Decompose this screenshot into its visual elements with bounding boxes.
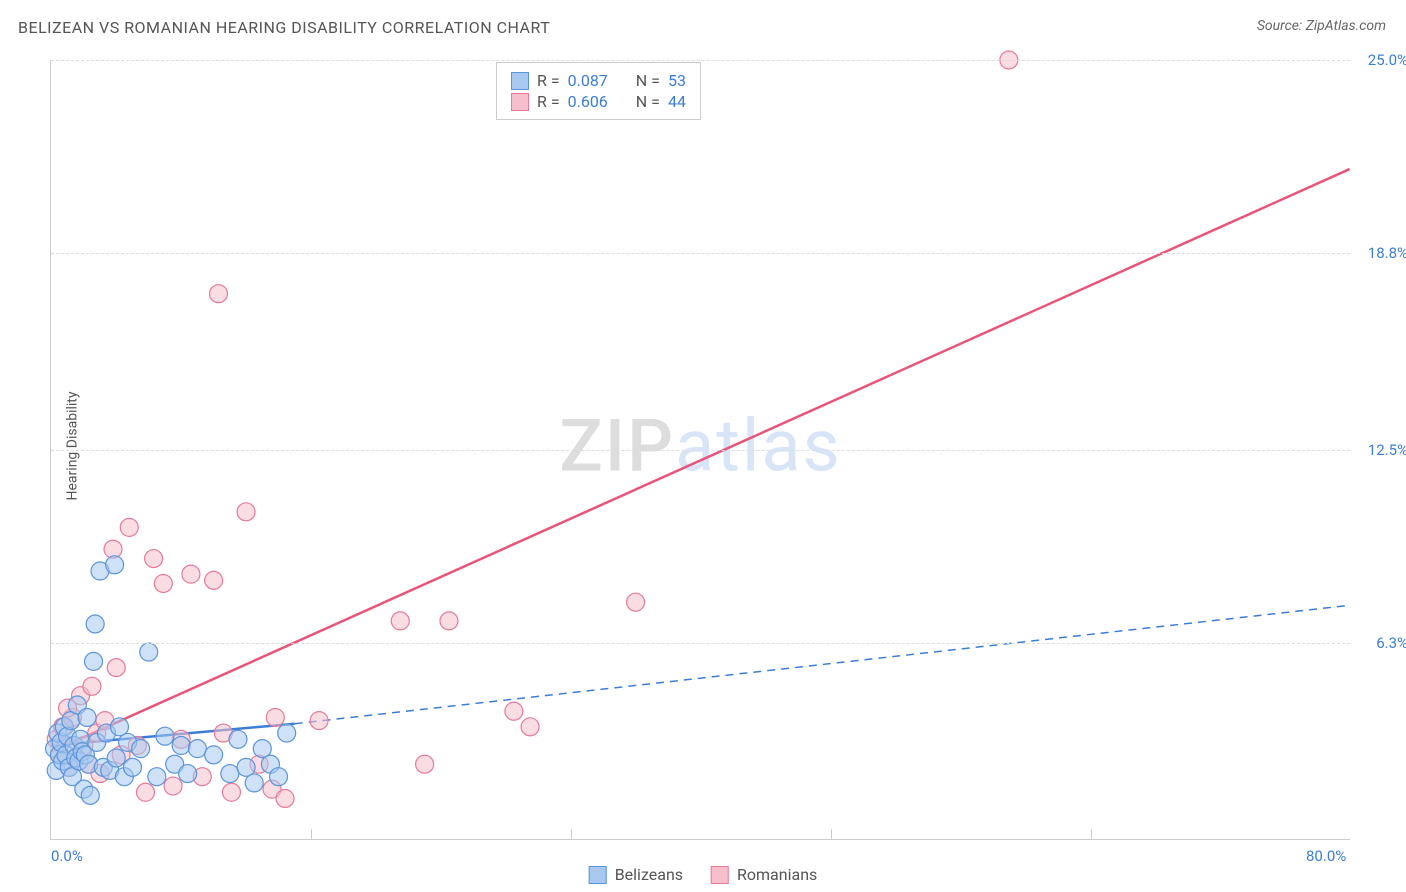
swatch-romanian-legend bbox=[711, 866, 729, 884]
chart-container: BELIZEAN VS ROMANIAN HEARING DISABILITY … bbox=[0, 0, 1406, 892]
stat-r-label: R = bbox=[537, 71, 560, 90]
stats-box: R = 0.087 N = 53 R = 0.606 N = 44 bbox=[496, 62, 701, 120]
stat-r-label: R = bbox=[537, 92, 560, 111]
swatch-belizean bbox=[511, 72, 529, 90]
legend-label: Romanians bbox=[737, 865, 817, 884]
y-tick-label: 6.3% bbox=[1376, 634, 1406, 652]
legend-label: Belizeans bbox=[615, 865, 683, 884]
stat-n-value: 53 bbox=[668, 71, 686, 90]
stat-r-value: 0.606 bbox=[568, 92, 608, 111]
stat-n-label: N = bbox=[636, 92, 660, 111]
x-tick-label: 80.0% bbox=[1306, 847, 1346, 865]
x-tick bbox=[1091, 829, 1092, 839]
gridline-h bbox=[51, 643, 1350, 644]
swatch-belizean-legend bbox=[589, 866, 607, 884]
x-tick bbox=[311, 829, 312, 839]
gridline-h bbox=[51, 253, 1350, 254]
stat-n-label: N = bbox=[636, 71, 660, 90]
gridline-h bbox=[51, 450, 1350, 451]
y-tick-label: 18.8% bbox=[1368, 244, 1406, 262]
legend-item-belizean: Belizeans bbox=[589, 865, 683, 884]
plot-area: ZIPatlas R = 0.087 N = 53 R = 0.606 N = … bbox=[50, 60, 1350, 840]
x-tick bbox=[571, 829, 572, 839]
stats-row-romanian: R = 0.606 N = 44 bbox=[511, 92, 686, 111]
y-tick-label: 25.0% bbox=[1368, 51, 1406, 69]
bottom-legend: Belizeans Romanians bbox=[589, 865, 818, 884]
x-tick bbox=[831, 829, 832, 839]
chart-title: BELIZEAN VS ROMANIAN HEARING DISABILITY … bbox=[18, 18, 550, 37]
stat-r-value: 0.087 bbox=[568, 71, 608, 90]
legend-item-romanian: Romanians bbox=[711, 865, 817, 884]
stats-row-belizean: R = 0.087 N = 53 bbox=[511, 71, 686, 90]
x-tick-label: 0.0% bbox=[51, 847, 83, 865]
source-label: Source: ZipAtlas.com bbox=[1257, 18, 1386, 34]
stat-n-value: 44 bbox=[668, 92, 686, 111]
y-tick-label: 12.5% bbox=[1368, 441, 1406, 459]
swatch-romanian bbox=[511, 93, 529, 111]
